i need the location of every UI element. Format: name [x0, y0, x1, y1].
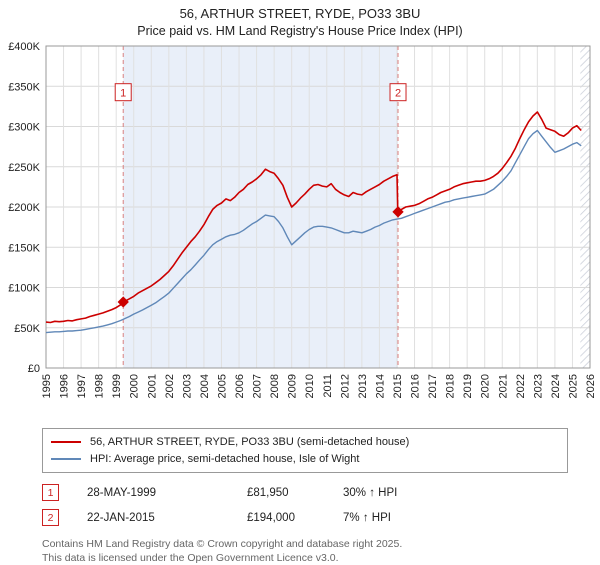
y-axis-label: £0	[28, 363, 40, 375]
legend-line-sample-hpi	[51, 457, 81, 460]
legend-item-property: 56, ARTHUR STREET, RYDE, PO33 3BU (semi-…	[51, 433, 559, 450]
x-axis-label: 2020	[480, 374, 492, 398]
sale-2-date: 22-JAN-2015	[87, 511, 155, 524]
sale-2-hpi-delta: 7% ↑ HPI	[343, 511, 391, 524]
y-axis-label: £100K	[8, 283, 40, 295]
sale-1-price: £81,950	[247, 486, 289, 499]
legend-label-property: 56, ARTHUR STREET, RYDE, PO33 3BU (semi-…	[90, 435, 410, 448]
x-axis-label: 1996	[59, 374, 71, 398]
hpi-line	[45, 129, 582, 334]
x-axis-label: 1995	[41, 374, 53, 398]
y-axis-label: £400K	[8, 41, 40, 53]
x-axis-label: 2003	[181, 374, 193, 398]
y-axis-label: £300K	[8, 122, 40, 134]
y-axis-label: £50K	[14, 323, 40, 335]
x-axis-label: 2002	[164, 374, 176, 398]
legend: 56, ARTHUR STREET, RYDE, PO33 3BU (semi-…	[42, 428, 568, 473]
x-axis-label: 2000	[129, 374, 141, 398]
x-axis-label: 2004	[199, 374, 211, 398]
y-axis-label: £250K	[8, 162, 40, 174]
x-axis-label: 2023	[532, 374, 544, 398]
sale-point-2	[392, 206, 404, 218]
sale-1-number-box: 1	[42, 484, 59, 501]
sale-marker-number-1: 1	[120, 88, 126, 100]
x-axis-label: 2025	[567, 374, 579, 398]
footer: Contains HM Land Registry data © Crown c…	[42, 538, 600, 565]
sale-row-2: 2 22-JAN-2015 £194,000 7% ↑ HPI	[42, 505, 600, 530]
x-axis-label: 2014	[374, 374, 386, 398]
x-axis-label: 1997	[76, 374, 88, 398]
legend-label-hpi: HPI: Average price, semi-detached house,…	[90, 452, 360, 465]
sale-marker-number-2: 2	[395, 88, 401, 100]
x-axis-label: 2007	[252, 374, 264, 398]
sale-2-price: £194,000	[247, 511, 295, 524]
y-axis-label: £350K	[8, 81, 40, 93]
sale-1-hpi-delta: 30% ↑ HPI	[343, 486, 398, 499]
footer-line-1: Contains HM Land Registry data © Crown c…	[42, 538, 403, 550]
x-axis-label: 2009	[287, 374, 299, 398]
x-axis-label: 2016	[410, 374, 422, 398]
sale-annotations: 1 28-MAY-1999 £81,950 30% ↑ HPI 2 22-JAN…	[42, 480, 600, 530]
x-axis-label: 2008	[269, 374, 281, 398]
x-axis-label: 2017	[427, 374, 439, 398]
x-axis-label: 2013	[357, 374, 369, 398]
legend-line-sample-property	[51, 440, 81, 443]
x-axis-label: 2026	[585, 374, 597, 398]
y-axis-label: £200K	[8, 202, 40, 214]
x-axis-label: 2019	[462, 374, 474, 398]
sale-marker-box-1	[114, 83, 132, 102]
x-axis-label: 2006	[234, 374, 246, 398]
legend-item-hpi: HPI: Average price, semi-detached house,…	[51, 450, 559, 467]
x-axis-label: 2012	[339, 374, 351, 398]
sale-2-number-box: 2	[42, 509, 59, 526]
sale-row-1: 1 28-MAY-1999 £81,950 30% ↑ HPI	[42, 480, 600, 505]
price-chart: £0 £50K £100K £150K £200K £250K £300K £350K £400…	[8, 41, 597, 398]
x-axis-label: 2018	[445, 374, 457, 398]
sale-1-date: 28-MAY-1999	[87, 486, 157, 499]
y-axis-label: £150K	[8, 242, 40, 254]
x-axis-label: 2010	[304, 374, 316, 398]
x-axis-label: 2021	[497, 374, 509, 398]
footer-line-2: This data is licensed under the Open Gov…	[42, 551, 339, 564]
page-subtitle: Price paid vs. HM Land Registry's House …	[137, 24, 463, 38]
x-axis-label: 2022	[515, 374, 527, 398]
x-axis-label: 1999	[111, 374, 123, 398]
x-axis-label: 2015	[392, 374, 404, 398]
sale-marker-box-2	[389, 83, 407, 102]
property-price-line	[45, 111, 582, 324]
page-title: 56, ARTHUR STREET, RYDE, PO33 3BU	[179, 6, 421, 21]
x-axis-label: 2001	[146, 374, 158, 398]
x-axis-label: 2024	[550, 374, 562, 398]
x-axis-label: 1998	[94, 374, 106, 398]
x-axis-label: 2011	[322, 374, 334, 398]
x-axis-label: 2005	[216, 374, 228, 398]
